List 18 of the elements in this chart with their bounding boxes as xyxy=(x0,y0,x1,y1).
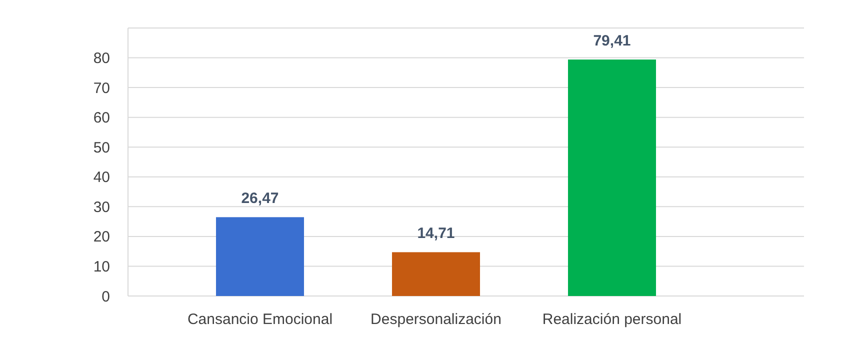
y-tick-label: 20 xyxy=(93,228,110,246)
y-tick-label: 40 xyxy=(93,169,110,186)
x-tick-label: Realización personal xyxy=(542,311,682,328)
bar xyxy=(392,252,480,296)
y-tick-label: 10 xyxy=(93,258,110,276)
y-tick-label: 70 xyxy=(93,80,110,97)
data-label: 79,41 xyxy=(593,32,631,50)
data-label: 26,47 xyxy=(241,190,279,208)
bar xyxy=(568,60,656,296)
x-tick-label: Despersonalización xyxy=(370,311,502,328)
y-tick-label: 30 xyxy=(93,198,110,216)
y-tick-label: 50 xyxy=(93,139,110,156)
x-tick-label: Cansancio Emocional xyxy=(187,311,333,328)
y-tick-label: 60 xyxy=(93,110,110,127)
bar xyxy=(216,217,304,296)
y-tick-label: 0 xyxy=(102,288,110,306)
y-tick-label: 80 xyxy=(93,50,110,68)
data-label: 14,71 xyxy=(417,225,455,242)
